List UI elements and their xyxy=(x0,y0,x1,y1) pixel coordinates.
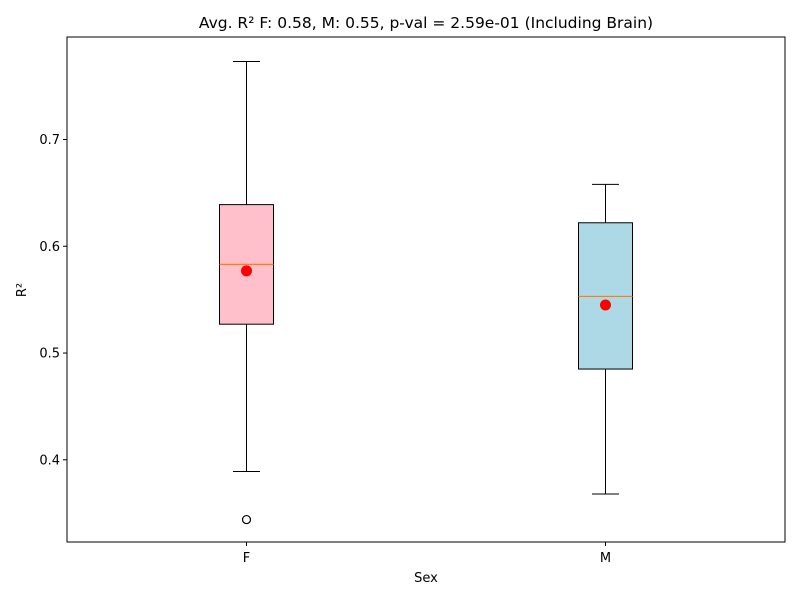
outlier-point xyxy=(241,514,252,525)
box-f xyxy=(219,61,274,525)
y-tick-label: 0.5 xyxy=(39,347,60,362)
y-tick-label: 0.7 xyxy=(39,133,60,148)
y-tick-label: 0.6 xyxy=(39,240,60,255)
x-axis-label: Sex xyxy=(414,571,438,586)
plot-area xyxy=(66,36,786,543)
x-tick-label: M xyxy=(600,551,611,566)
mean-marker xyxy=(600,299,611,311)
y-axis-label: R² xyxy=(15,283,30,297)
mean-marker xyxy=(241,265,252,277)
y-axis-ticks: 0.4 0.5 0.6 0.7 xyxy=(39,133,67,468)
boxes-group xyxy=(219,61,633,525)
x-tick-label: F xyxy=(243,551,250,566)
chart-title: Avg. R² F: 0.58, M: 0.55, p-val = 2.59e-… xyxy=(199,14,653,32)
box-m xyxy=(578,183,633,495)
y-tick-label: 0.4 xyxy=(39,453,60,468)
